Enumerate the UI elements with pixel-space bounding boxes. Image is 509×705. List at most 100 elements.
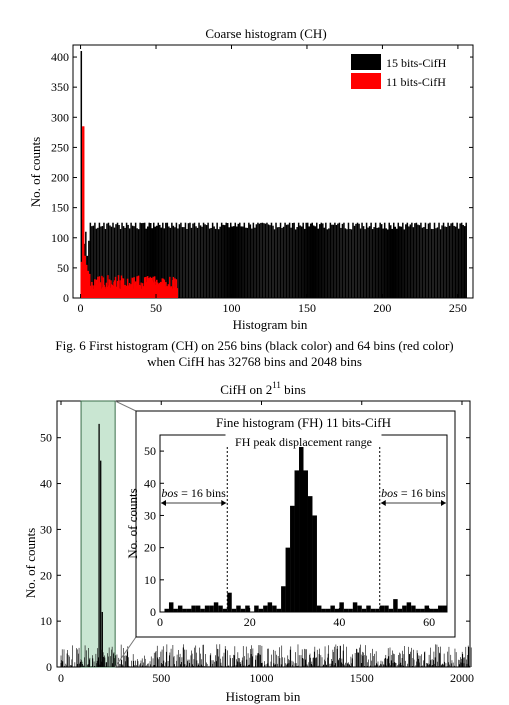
bar-15-bits bbox=[442, 222, 445, 298]
bar-15-bits bbox=[180, 222, 182, 298]
bar-15-bits bbox=[305, 222, 307, 298]
bar-15-bits bbox=[405, 224, 407, 298]
bar-11-bits bbox=[104, 288, 107, 298]
inset-bar bbox=[424, 605, 430, 612]
bar-15-bits bbox=[137, 229, 140, 298]
bar-15-bits bbox=[134, 222, 137, 298]
bar-15-bits bbox=[243, 222, 246, 298]
bar-15-bits bbox=[276, 227, 279, 298]
bar-15-bits bbox=[371, 229, 374, 298]
bar-11-bits bbox=[142, 286, 144, 298]
bar-11-bits bbox=[86, 270, 89, 298]
bar-11-bits bbox=[88, 273, 90, 298]
bar-11-bits bbox=[109, 287, 111, 298]
bar-15-bits bbox=[100, 226, 102, 298]
bar-15-bits bbox=[335, 225, 338, 298]
bar-15-bits bbox=[382, 228, 384, 298]
bar-15-bits bbox=[346, 229, 348, 298]
bar-15-bits bbox=[196, 227, 199, 298]
bar-15-bits bbox=[402, 222, 404, 298]
bar-15-bits bbox=[136, 228, 138, 298]
bar-11-bits bbox=[112, 286, 114, 298]
bar-15-bits bbox=[389, 225, 392, 298]
inset-bar bbox=[442, 605, 447, 612]
bar-15-bits bbox=[199, 225, 202, 298]
bar-15-bits bbox=[364, 229, 366, 298]
bar-15-bits bbox=[374, 222, 377, 298]
bar-15-bits bbox=[109, 225, 111, 298]
bar-15-bits bbox=[365, 222, 368, 298]
bar-15-bits bbox=[127, 224, 129, 298]
bar-15-bits bbox=[202, 222, 205, 298]
bar-11-bits bbox=[160, 282, 163, 298]
bar-11-bits bbox=[151, 280, 153, 298]
bar-15-bits bbox=[95, 228, 98, 298]
bar-15-bits bbox=[186, 228, 188, 298]
bar-15-bits bbox=[386, 229, 389, 298]
inset-bar bbox=[438, 605, 443, 612]
bar-11-bits bbox=[82, 126, 84, 298]
bar-15-bits bbox=[334, 222, 336, 298]
peak-bars bbox=[98, 423, 103, 667]
bar-15-bits bbox=[397, 222, 400, 298]
bar-15-bits bbox=[172, 225, 175, 298]
zoom-connector bbox=[114, 400, 137, 412]
x-tick-label: 250 bbox=[449, 301, 467, 315]
inset-bar bbox=[281, 586, 286, 612]
x-tick-label: 500 bbox=[152, 671, 170, 685]
bar-15-bits bbox=[429, 222, 431, 298]
x-tick-label: 0 bbox=[78, 301, 84, 315]
bar-15-bits bbox=[462, 224, 464, 298]
bar-11-bits bbox=[134, 281, 137, 298]
inset-y-tick-label: 30 bbox=[144, 508, 156, 522]
bar-11-bits bbox=[118, 288, 120, 298]
bar-15-bits bbox=[376, 227, 378, 298]
bar-15-bits bbox=[463, 226, 466, 298]
inset-bar bbox=[397, 608, 403, 612]
bar-11-bits bbox=[85, 264, 87, 298]
bar-15-bits bbox=[195, 226, 197, 298]
bar-11-bits bbox=[95, 279, 98, 298]
bar-15-bits bbox=[415, 222, 418, 298]
bar-15-bits bbox=[379, 222, 381, 298]
bar-15-bits bbox=[439, 229, 442, 298]
bar-11-bits bbox=[91, 281, 93, 298]
bar-11-bits bbox=[113, 280, 116, 298]
bar-15-bits bbox=[287, 224, 289, 298]
bar-15-bits bbox=[211, 222, 214, 298]
bar-15-bits bbox=[234, 222, 237, 298]
inset-bar bbox=[294, 470, 300, 612]
bar-15-bits bbox=[433, 222, 436, 298]
bar-15-bits bbox=[97, 227, 99, 298]
bar-15-bits bbox=[165, 222, 167, 298]
x-tick-label: 2000 bbox=[450, 671, 474, 685]
bar-15-bits bbox=[411, 222, 413, 298]
bar-15-bits bbox=[128, 228, 131, 298]
inset-bar bbox=[204, 605, 210, 612]
bar-15-bits bbox=[177, 228, 179, 298]
bar-15-bits bbox=[355, 223, 357, 298]
inset-bar bbox=[321, 608, 326, 612]
bar-15-bits bbox=[267, 224, 270, 298]
bar-15-bits bbox=[240, 226, 243, 298]
legend-label-11-bits: 11 bits-CifH bbox=[386, 75, 446, 89]
inset-y-tick-label: 10 bbox=[144, 573, 156, 587]
bar-15-bits bbox=[275, 222, 277, 298]
bar-15-bits bbox=[125, 222, 128, 298]
bar-15-bits bbox=[341, 223, 344, 298]
bar-15-bits bbox=[229, 222, 232, 298]
inset-bar bbox=[173, 608, 178, 612]
figure-caption-line-2: when CifH has 32768 bins and 2048 bins bbox=[147, 354, 362, 369]
inset-bar bbox=[375, 608, 380, 612]
bar-15-bits bbox=[190, 227, 193, 298]
bos-right-arrowhead bbox=[380, 500, 386, 506]
x-tick-label: 1000 bbox=[249, 671, 273, 685]
bar-11-bits bbox=[97, 276, 99, 298]
bar-11-bits bbox=[94, 279, 96, 298]
bar-15-bits bbox=[325, 222, 327, 298]
bar-15-bits bbox=[239, 222, 241, 298]
bar-15-bits bbox=[168, 226, 170, 298]
bar-15-bits bbox=[391, 228, 393, 298]
bar-15-bits bbox=[460, 222, 463, 298]
bar-11-bits bbox=[131, 278, 134, 298]
